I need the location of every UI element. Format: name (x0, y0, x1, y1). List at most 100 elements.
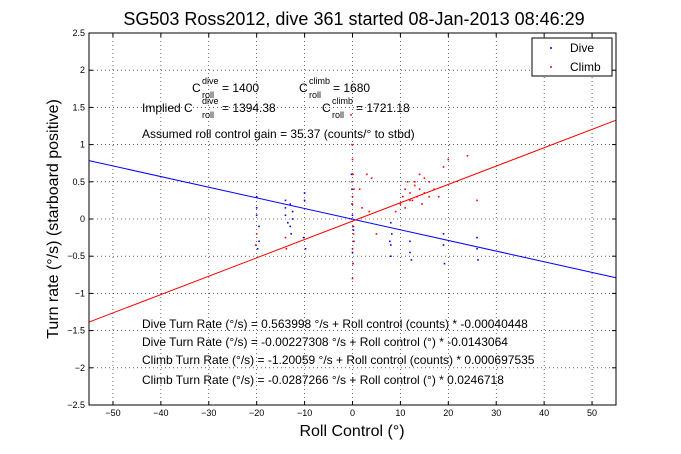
data-point-dive (389, 240, 391, 243)
data-point-climb (418, 173, 421, 176)
data-point-dive (390, 233, 393, 235)
data-point-climb (447, 158, 450, 161)
data-point-climb (351, 158, 354, 161)
c-dive-symbol: C (192, 81, 201, 95)
y-tick-label: 0.5 (72, 177, 85, 187)
data-point-climb (350, 114, 352, 116)
c-climb-sub: roll (309, 90, 321, 100)
data-point-dive (409, 251, 411, 254)
implied-dive-value: = 1394.38 (222, 101, 276, 115)
data-point-dive (442, 233, 445, 235)
data-point-dive (303, 199, 306, 202)
y-tick-label: −2 (75, 363, 85, 373)
data-point-climb (418, 188, 421, 191)
data-point-climb (352, 262, 354, 265)
data-point-climb (285, 247, 288, 250)
chart-title: SG503 Ross2012, dive 361 started 08-Jan-… (123, 9, 584, 29)
plot-border (88, 32, 617, 406)
data-point-dive (302, 236, 305, 239)
legend: Dive Climb (531, 37, 613, 77)
data-point-climb (351, 181, 353, 183)
x-tick-label: −20 (249, 408, 264, 418)
fit-lines (88, 119, 617, 323)
data-point-dive (351, 251, 354, 254)
data-point-dive (390, 244, 392, 246)
y-tick-label: 2.5 (72, 28, 85, 38)
data-point-dive (291, 218, 294, 220)
data-point-dive (409, 240, 411, 243)
data-point-dive (304, 247, 307, 250)
c-dive-sub: roll (202, 90, 214, 100)
y-tick-label: −1 (75, 288, 85, 298)
data-point-dive (350, 173, 353, 176)
data-point-dive (351, 188, 353, 191)
data-point-climb (254, 244, 257, 246)
annotation-eq-dive-counts: Dive Turn Rate (°/s) = 0.563998 °/s + Ro… (142, 317, 528, 331)
data-point-dive (255, 207, 258, 209)
implied-climb-symbol: C (322, 101, 331, 115)
implied-dive-sup: dive (202, 96, 219, 106)
data-point-dive (284, 214, 287, 217)
annotation-implied: Implied C dive roll = 1394.38 C climb ro… (142, 96, 410, 120)
data-point-climb (406, 181, 409, 183)
data-point-dive (258, 240, 260, 243)
x-tick-label: −50 (105, 408, 120, 418)
data-point-dive (287, 221, 289, 224)
data-point-climb (428, 195, 430, 198)
y-tick-label: 0 (80, 214, 85, 224)
x-tick-label: −40 (153, 408, 168, 418)
legend-marker-dive (550, 47, 552, 49)
data-point-climb (255, 233, 258, 235)
x-tick-label: 20 (443, 408, 453, 418)
legend-label-dive: Dive (570, 41, 594, 55)
x-tick-label: 50 (587, 408, 597, 418)
data-point-dive (255, 214, 258, 217)
data-point-climb (352, 225, 355, 228)
data-point-dive (284, 207, 287, 209)
data-point-dive (258, 225, 260, 228)
y-tick-label: 1 (80, 140, 85, 150)
y-ticks: 2.5 2 1.5 1 0.5 0 −0.5 −1 −1.5 −2 −2.5 (67, 28, 616, 410)
data-point-climb (409, 192, 411, 194)
x-tick-label: −10 (297, 408, 312, 418)
data-point-climb (442, 166, 445, 168)
y-tick-label: 1.5 (72, 102, 85, 112)
data-point-dive (352, 229, 355, 231)
annotation-gain: Assumed roll control gain = 35.37 (count… (142, 127, 415, 141)
implied-climb-sub: roll (332, 110, 344, 120)
data-point-dive (255, 195, 258, 198)
data-point-climb (437, 195, 440, 198)
data-point-dive (410, 259, 413, 261)
data-point-dive (442, 244, 445, 246)
data-point-dive (291, 210, 294, 213)
data-point-dive (289, 225, 292, 228)
annotation-eq-dive-degrees: Dive Turn Rate (°/s) = -0.00227308 °/s +… (142, 335, 508, 349)
y-axis-label: Turn rate (°/s) (starboard positive) (45, 99, 62, 339)
data-point-climb (375, 233, 378, 235)
implied-climb-sup: climb (332, 96, 353, 106)
data-point-climb (413, 184, 416, 187)
data-point-climb (368, 210, 371, 213)
data-point-climb (351, 203, 354, 205)
data-point-climb (404, 207, 406, 209)
x-tick-label: 0 (350, 408, 355, 418)
data-point-dive (477, 259, 479, 261)
data-point-climb (433, 188, 435, 191)
data-point-dive (390, 255, 392, 257)
x-tick-label: −30 (201, 408, 216, 418)
data-point-dive (476, 236, 478, 239)
fit-line-dive (88, 160, 617, 279)
c-dive-sup: dive (202, 76, 219, 86)
y-tick-label: −1.5 (67, 326, 85, 336)
data-point-climb (358, 188, 361, 191)
data-point-dive (390, 221, 392, 224)
data-point-climb (351, 277, 354, 280)
implied-dive-sub: roll (202, 110, 214, 120)
y-tick-label: −0.5 (67, 251, 85, 261)
y-tick-label: −2.5 (67, 400, 85, 410)
c-climb-value: = 1680 (333, 81, 370, 95)
data-point-climb (466, 154, 469, 157)
data-point-climb (421, 203, 423, 205)
data-point-dive (256, 247, 259, 250)
data-point-climb (413, 181, 416, 183)
